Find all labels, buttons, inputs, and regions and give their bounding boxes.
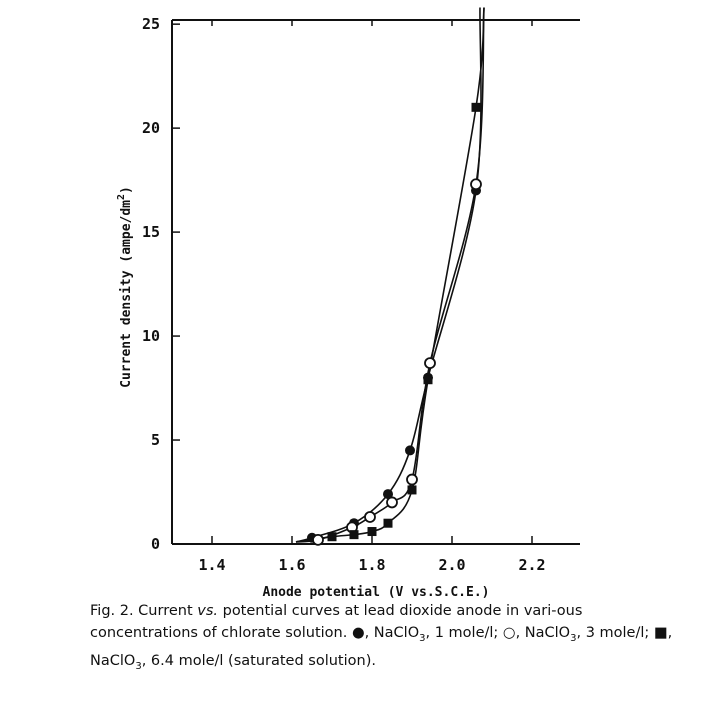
data-point-filled-circle	[383, 489, 393, 500]
x-tick-label: 1.8	[358, 556, 385, 574]
caption-text: , 6.4 mole/l (saturated solution).	[141, 652, 376, 669]
subscript: 3	[570, 632, 577, 644]
caption-vs: vs.	[197, 603, 218, 619]
series-curve-3	[295, 7, 485, 543]
current-potential-chart: 1.4 1.6 1.8 2.0 2.2 0 5 10 15 20 25 Anode potential…	[116, 7, 580, 600]
data-point-square	[327, 532, 337, 542]
data-point-open-circle	[406, 473, 418, 486]
y-tick-label: 20	[142, 119, 160, 137]
series-curve-2	[295, 7, 485, 543]
caption-text: potential curves at lead dioxide anode i…	[90, 603, 583, 641]
open-circle-symbol: ○	[502, 625, 516, 641]
subscript: 3	[419, 632, 426, 644]
x-tick-label: 2.2	[518, 556, 545, 574]
subscript: 3	[135, 660, 142, 672]
data-point-open-circle	[364, 511, 376, 523]
data-point-square	[407, 485, 417, 495]
y-tick-label: 0	[151, 535, 160, 553]
data-point-square	[367, 527, 377, 537]
data-point-open-circle	[386, 496, 398, 509]
y-tick-label: 10	[142, 327, 160, 345]
y-tick-label: 25	[142, 15, 160, 33]
data-point-open-circle	[312, 533, 324, 546]
data-point-square	[383, 518, 393, 528]
data-point-open-circle	[424, 357, 436, 369]
caption-text: , NaClO	[515, 625, 571, 641]
caption-text: Fig. 2. Current	[90, 603, 198, 619]
series-curve-1	[295, 7, 482, 543]
caption-text: , NaClO	[90, 625, 673, 669]
data-point-filled-circle	[405, 445, 415, 456]
filled-square-symbol: ■	[653, 625, 668, 641]
caption-text: , 3 mole/l;	[576, 625, 654, 641]
filled-circle-symbol: ●	[351, 625, 365, 641]
x-axis-label: Anode potential (V vs.S.C.E.)	[263, 585, 490, 600]
y-axis-label: Current density (ampe/dm2)	[116, 186, 134, 388]
data-point-square	[471, 102, 481, 112]
y-tick-label: 5	[151, 431, 160, 449]
x-tick-label: 2.0	[438, 556, 465, 574]
data-point-square	[349, 530, 359, 540]
y-tick-label: 15	[142, 223, 160, 241]
caption-text: , NaClO	[364, 625, 420, 641]
x-tick-label: 1.6	[278, 556, 305, 574]
x-tick-label: 1.4	[198, 556, 225, 574]
data-point-open-circle	[470, 178, 482, 191]
caption-text: , 1 mole/l;	[425, 625, 503, 641]
figure-caption: Fig. 2. Current vs. potential curves at …	[90, 600, 690, 678]
data-point-square	[423, 375, 433, 385]
